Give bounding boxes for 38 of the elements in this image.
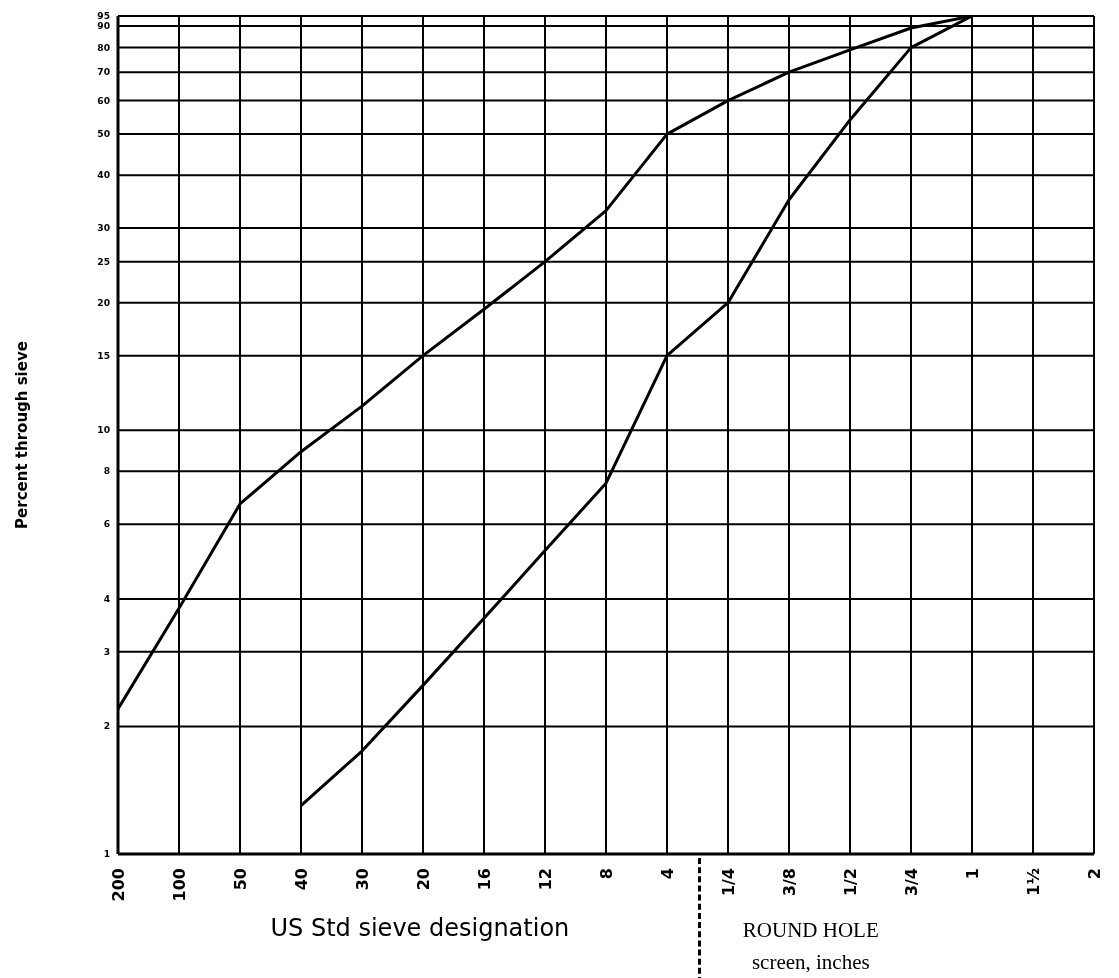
x-tick-label: 40 [291, 868, 311, 891]
x-tick-label: 1½ [1023, 868, 1043, 896]
x-tick-label: 200 [108, 868, 128, 902]
x-tick-label: 3/4 [901, 868, 921, 897]
y-tick-label: 6 [103, 519, 110, 530]
y-tick-label: 50 [97, 129, 110, 140]
x-tick-label: 1/2 [840, 868, 860, 897]
y-tick-label: 70 [97, 67, 110, 78]
y-tick-label: 20 [97, 297, 110, 308]
x-tick-label: 1/4 [718, 868, 738, 897]
x-tick-label: 1 [962, 868, 982, 880]
x-tick-label: 20 [413, 868, 433, 891]
x-tick-label: 50 [230, 868, 250, 891]
y-tick-label: 30 [97, 223, 110, 234]
x-tick-label: 100 [169, 868, 189, 902]
text: ROUND HOLE screen, inches [741, 917, 880, 976]
y-tick-label: 40 [97, 170, 110, 181]
x-axis-title: US Std sieve designation [270, 914, 570, 942]
y-tick-label: 8 [103, 466, 110, 477]
y-tick-label: 15 [97, 350, 110, 361]
y-tick-label: 95 [97, 11, 110, 21]
x-tick-label: 8 [596, 868, 616, 880]
y-tick-label: 3 [103, 646, 110, 657]
y-tick-label: 2 [103, 721, 110, 732]
y-axis-title: Percent through sieve [13, 341, 32, 529]
x-tick-label: 16 [474, 868, 494, 891]
x-tick-label: 12 [535, 868, 555, 891]
y-tick-label: 4 [103, 593, 110, 604]
y-tick-label: 25 [97, 256, 110, 267]
y-tick-label: 80 [97, 42, 110, 53]
y-tick-label: 10 [97, 425, 110, 436]
y-tick-label: 60 [97, 95, 110, 106]
y-tick-label: 90 [97, 20, 110, 31]
x-tick-label: 30 [352, 868, 372, 891]
x-tick-label: 3/8 [779, 868, 799, 897]
y-tick-label: 1 [103, 849, 110, 859]
x-tick-label: 4 [657, 868, 677, 880]
x-tick-label: 2 [1084, 868, 1104, 880]
